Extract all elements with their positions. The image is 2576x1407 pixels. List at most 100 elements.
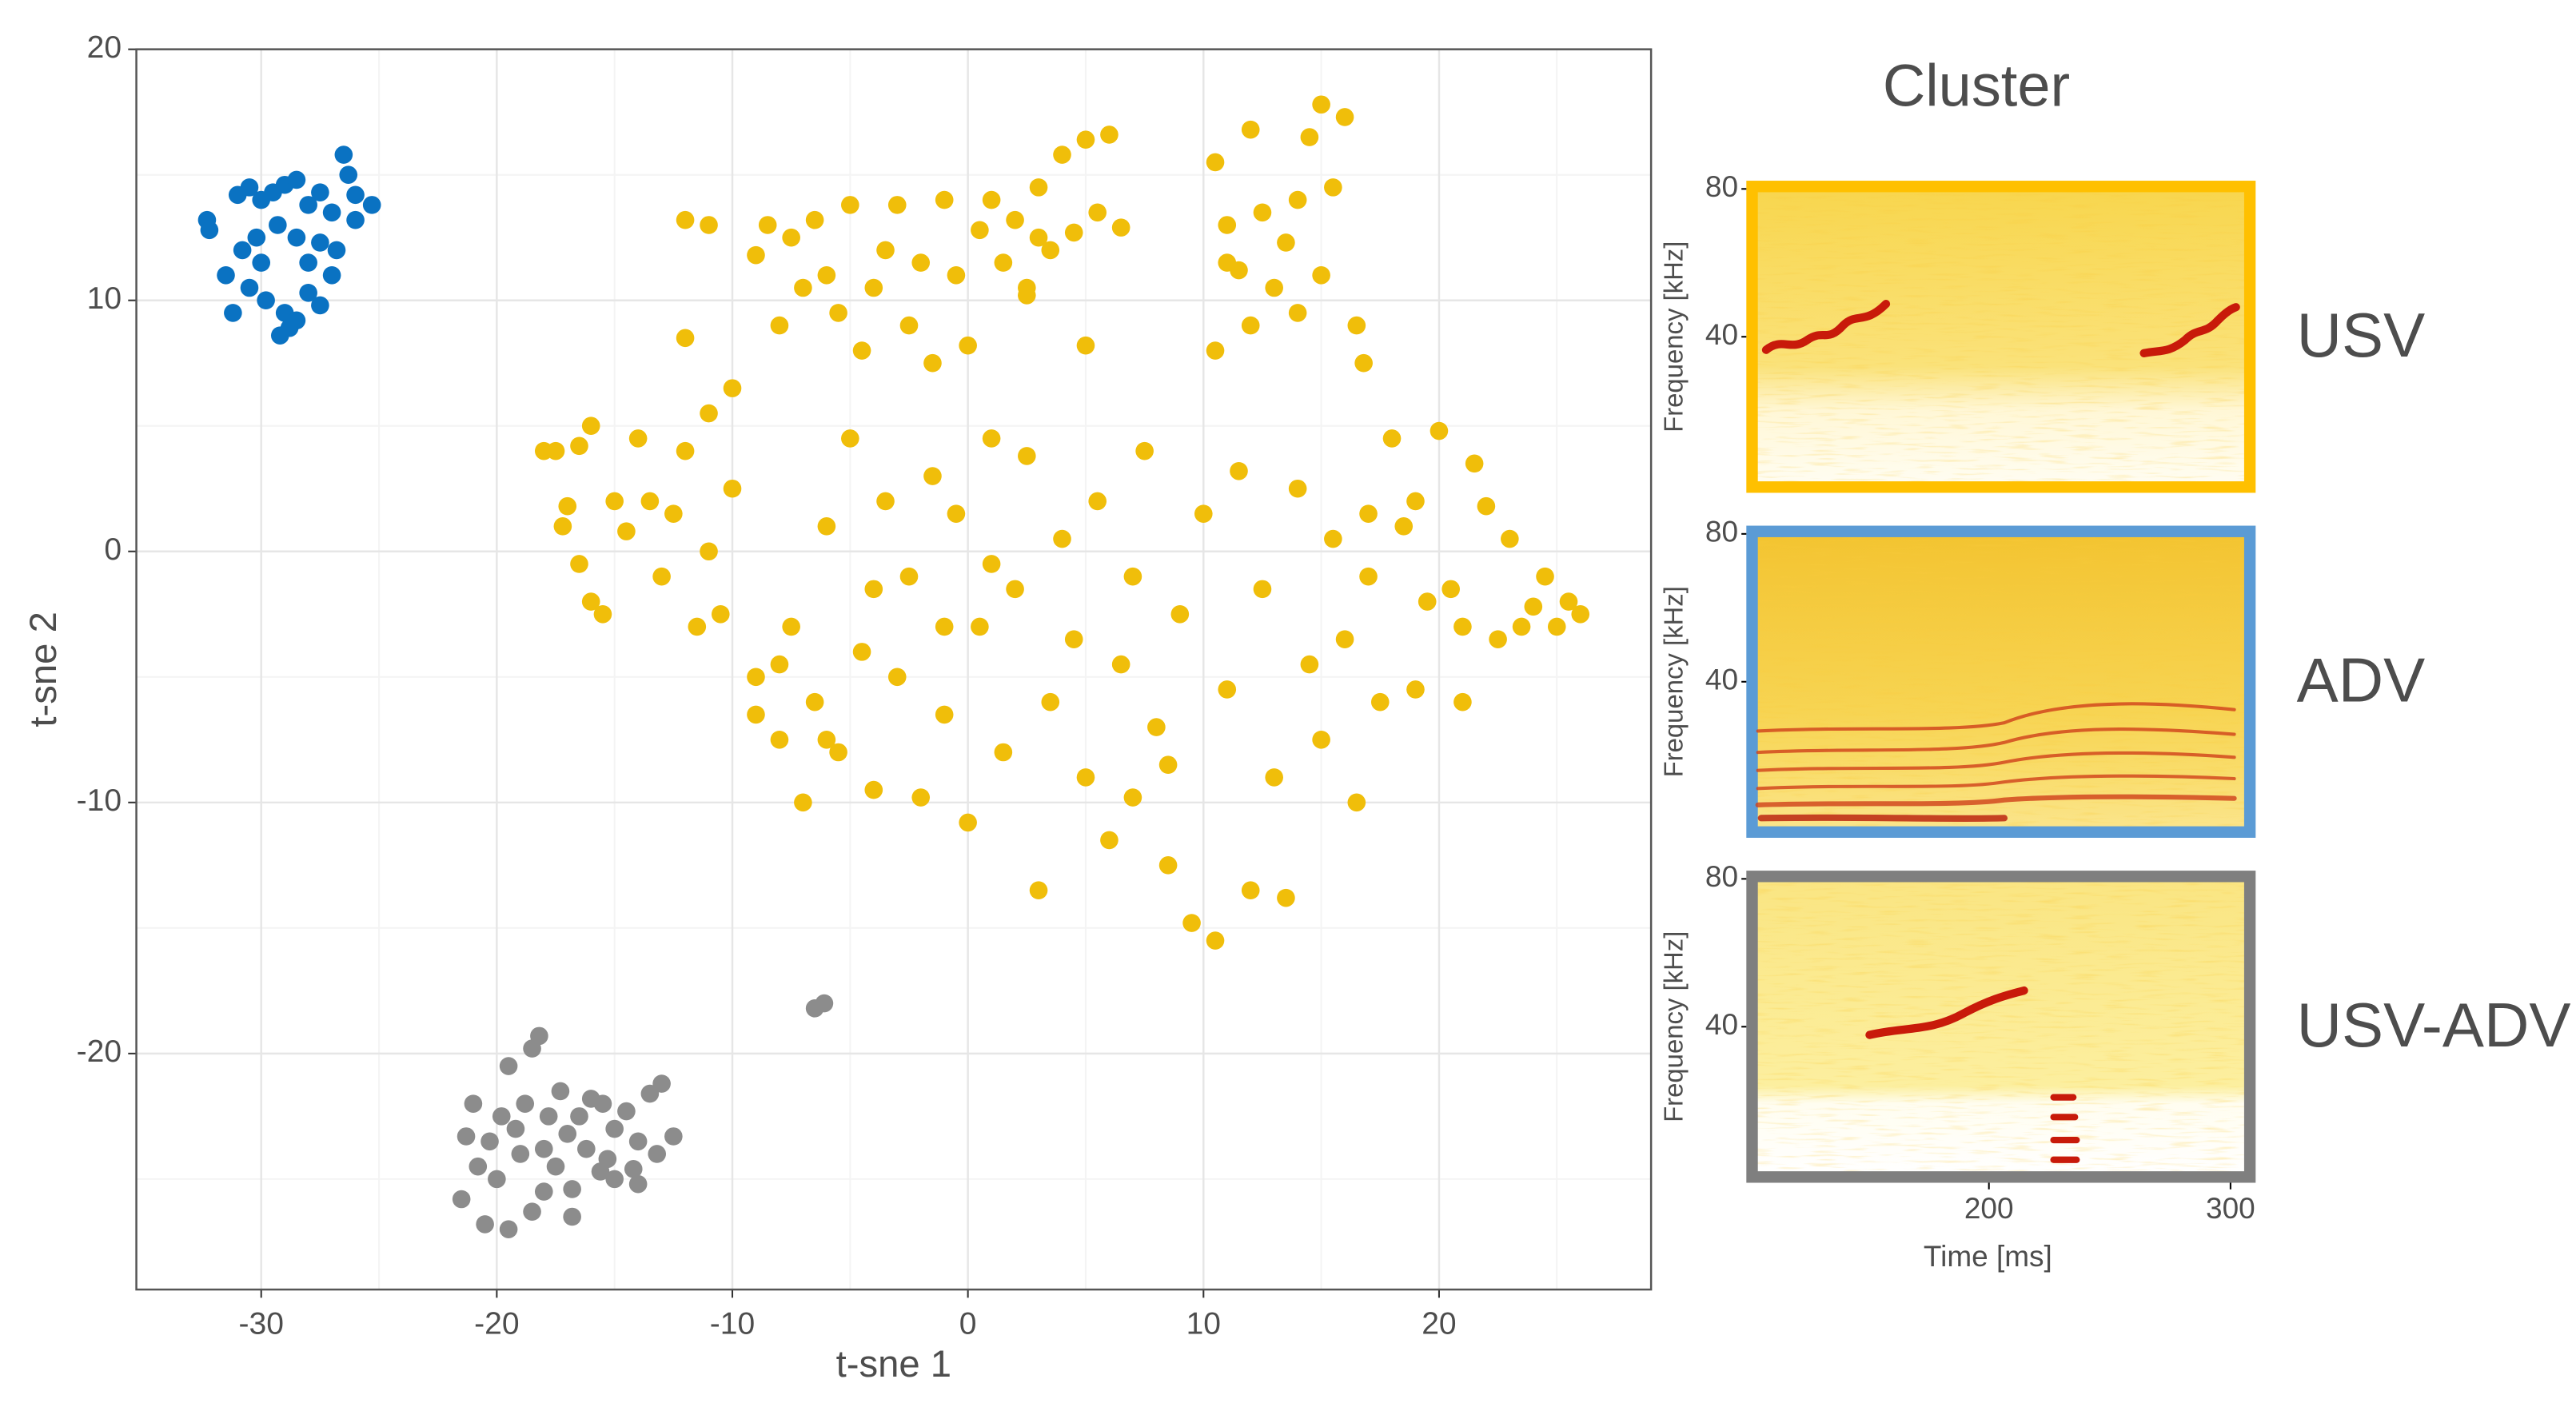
point [723,379,742,397]
y-axis-title: Frequency [kHz] [1659,586,1689,777]
point [1501,529,1519,548]
point [593,604,612,624]
point [581,592,600,611]
point [747,668,765,687]
point [240,278,259,297]
point [815,994,834,1013]
point [1442,580,1460,599]
point [1123,567,1142,586]
point [1135,441,1154,460]
point [817,266,836,285]
point [563,1180,581,1198]
point [481,1132,499,1151]
point [523,1039,541,1058]
point [935,705,954,724]
point [1241,881,1260,900]
point [982,429,1001,448]
point [1312,266,1330,285]
cluster-label: ADV [2297,645,2426,715]
point [982,555,1001,573]
point [640,1084,660,1103]
point [452,1190,471,1209]
adv-harmonics [1755,702,2237,823]
point [233,241,252,260]
point [1170,604,1190,624]
point [280,318,299,337]
y-tick-label: 20 [87,30,122,65]
point [339,165,358,184]
point [217,266,235,285]
point [1206,931,1225,950]
point [534,1139,553,1158]
point [1218,216,1237,234]
point [887,196,907,214]
point [1571,604,1590,624]
point [570,555,588,573]
point [269,216,287,234]
point [1088,203,1107,222]
point [299,283,317,302]
point [617,1102,636,1121]
y-tick-label: -10 [77,783,122,818]
point [311,183,329,201]
point [523,1202,541,1222]
point [1512,617,1531,636]
point [257,291,275,310]
point [1536,567,1554,586]
x-tick-label: -10 [710,1307,755,1341]
point [758,216,777,234]
point [346,210,365,229]
point [876,492,895,511]
point [1029,228,1048,247]
point [947,266,966,285]
point [794,793,812,812]
point [935,617,954,636]
point [794,278,812,297]
point [322,266,341,285]
point [299,196,317,214]
point [1018,447,1036,465]
x-tick-label: 0 [959,1307,977,1341]
point [1194,504,1213,523]
point [841,196,859,214]
point [1158,856,1178,875]
point [688,617,707,636]
point [1064,223,1083,242]
point [864,580,883,599]
point [829,743,847,762]
point [224,304,242,322]
point [700,216,718,234]
point [511,1145,530,1163]
y-tick-label: 80 [1705,516,1738,548]
point [1076,336,1095,355]
x-tick-label: 300 [2206,1192,2255,1225]
panel-title: Cluster [1883,53,2070,119]
x-axis-title: t-sne 1 [836,1343,951,1385]
point [1312,730,1330,749]
point [676,210,695,229]
point [516,1094,535,1113]
point [959,336,977,355]
point [1018,278,1036,297]
point [1088,492,1107,511]
y-tick-label: 0 [104,532,122,567]
point [624,1160,643,1178]
point [1029,881,1048,900]
point [1453,692,1472,711]
point [852,643,871,661]
point [299,253,317,272]
point [581,417,600,436]
point [1347,793,1366,812]
point [899,567,919,586]
point [1111,655,1130,674]
y-axis-title: t-sne 2 [22,612,65,727]
x-tick-label: -20 [474,1307,519,1341]
point [676,441,695,460]
point [1430,421,1449,440]
y-tick-label: 40 [1705,1008,1738,1041]
point [605,1170,624,1189]
point [1300,655,1319,674]
point [322,203,341,222]
point [1100,831,1119,850]
point [676,329,695,348]
